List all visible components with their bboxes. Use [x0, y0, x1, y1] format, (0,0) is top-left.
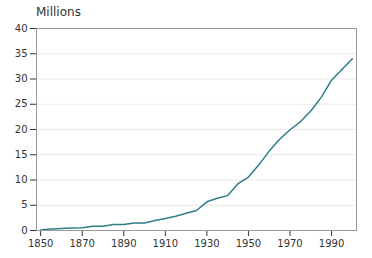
svg-text:25: 25 — [15, 98, 28, 109]
svg-text:1890: 1890 — [111, 238, 136, 249]
svg-text:1990: 1990 — [319, 238, 344, 249]
svg-text:1930: 1930 — [194, 238, 219, 249]
svg-text:30: 30 — [15, 73, 28, 84]
svg-text:1910: 1910 — [153, 238, 178, 249]
svg-text:0: 0 — [21, 225, 27, 236]
html-text:Millions: Millions — [36, 5, 81, 19]
svg-text:1970: 1970 — [277, 238, 302, 249]
svg-text:1950: 1950 — [236, 238, 261, 249]
svg-text:20: 20 — [15, 124, 28, 135]
svg-text:1870: 1870 — [69, 238, 94, 249]
svg-text:10: 10 — [15, 174, 28, 185]
svg-text:40: 40 — [15, 23, 28, 34]
svg-text:35: 35 — [15, 48, 28, 59]
svg-text:15: 15 — [15, 149, 28, 160]
svg-text:5: 5 — [21, 199, 27, 210]
svg-text:1850: 1850 — [28, 238, 53, 249]
